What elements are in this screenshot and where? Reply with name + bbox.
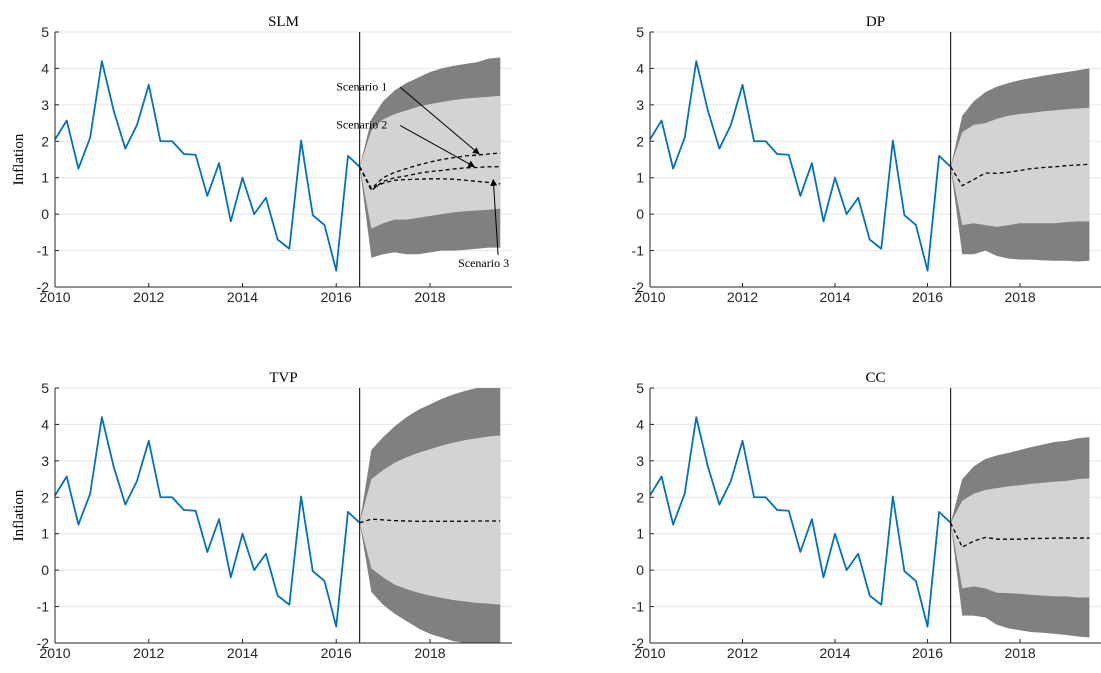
scenario-annotation-label: Scenario 3	[458, 256, 509, 270]
inflation-history-line	[650, 60, 952, 272]
y-tick-label: 3	[636, 97, 644, 113]
y-tick-label: -1	[632, 599, 645, 615]
y-tick-label: 1	[41, 170, 49, 186]
median-forecast-line-1	[950, 522, 1090, 549]
scenario-annotation-arrow	[490, 178, 499, 255]
x-tick-label: 2010	[634, 289, 665, 305]
y-tick-label: 3	[41, 97, 49, 113]
plot-area	[650, 60, 1090, 272]
scenario-annotation-label: Scenario 2	[336, 118, 387, 132]
scenario-annotation-label: Scenario 1	[336, 79, 387, 93]
x-tick-label: 2016	[912, 645, 943, 661]
x-tick-label: 2010	[39, 289, 70, 305]
x-tick-label: 2018	[414, 645, 445, 661]
x-tick-label: 2014	[819, 645, 850, 661]
x-tick-label: 2016	[321, 645, 352, 661]
plot-area	[650, 416, 1090, 638]
x-tick-label: 2012	[133, 645, 164, 661]
chart-title: DP	[866, 14, 885, 30]
inflation-history-line	[55, 416, 361, 628]
x-tick-label: 2012	[727, 645, 758, 661]
y-tick-label: 2	[636, 133, 644, 149]
y-tick-label: -2	[37, 635, 50, 651]
fan-band-inner	[359, 95, 501, 229]
y-tick-label: 0	[41, 206, 49, 222]
y-tick-label: 5	[41, 380, 49, 396]
median-forecast-line-1	[359, 518, 501, 524]
y-tick-label: 2	[636, 489, 644, 505]
chart-title: TVP	[269, 370, 297, 386]
y-axis-label: Inflation	[11, 133, 27, 185]
y-tick-label: -1	[37, 599, 50, 615]
x-tick-label: 2012	[133, 289, 164, 305]
x-tick-label: 2014	[227, 289, 258, 305]
y-tick-label: 4	[636, 60, 644, 76]
x-tick-label: 2018	[1004, 645, 1035, 661]
y-tick-label: -2	[632, 279, 645, 295]
fan-band-inner	[359, 435, 501, 605]
x-tick-label: 2014	[819, 289, 850, 305]
median-forecast-line-2	[359, 166, 501, 192]
median-forecast-line-3	[359, 166, 501, 190]
y-tick-label: 2	[41, 489, 49, 505]
y-tick-label: -1	[632, 243, 645, 259]
y-tick-label: 4	[41, 60, 49, 76]
inflation-history-line	[55, 60, 361, 272]
y-tick-label: 1	[41, 526, 49, 542]
x-tick-label: 2012	[727, 289, 758, 305]
chart-title: CC	[865, 370, 885, 386]
y-tick-label: 4	[636, 416, 644, 432]
fan-band-inner	[950, 478, 1090, 598]
y-tick-label: 5	[41, 24, 49, 40]
x-tick-label: 2010	[39, 645, 70, 661]
plot-area	[55, 57, 501, 272]
y-tick-label: -2	[37, 279, 50, 295]
x-tick-label: 2018	[414, 289, 445, 305]
y-tick-label: 3	[41, 453, 49, 469]
scenario-annotation-arrow	[399, 86, 480, 155]
y-tick-label: -1	[37, 243, 50, 259]
plot-area	[55, 388, 501, 643]
y-tick-label: 1	[636, 170, 644, 186]
y-tick-label: 5	[636, 24, 644, 40]
x-tick-label: 2010	[634, 645, 665, 661]
y-tick-label: 5	[636, 380, 644, 396]
scenario-annotation-arrow	[399, 125, 476, 168]
inflation-history-line	[650, 416, 952, 628]
y-axis-label: Inflation	[11, 489, 27, 541]
y-tick-label: 4	[41, 416, 49, 432]
y-tick-label: 1	[636, 526, 644, 542]
y-tick-label: 3	[636, 453, 644, 469]
y-tick-label: -2	[632, 635, 645, 651]
x-tick-label: 2016	[912, 289, 943, 305]
chart-title: SLM	[268, 14, 299, 30]
x-tick-label: 2014	[227, 645, 258, 661]
y-tick-label: 0	[636, 562, 644, 578]
y-tick-label: 2	[41, 133, 49, 149]
y-tick-label: 0	[41, 562, 49, 578]
fan-band-inner	[950, 107, 1090, 227]
y-tick-label: 0	[636, 206, 644, 222]
x-tick-label: 2018	[1004, 289, 1035, 305]
x-tick-label: 2016	[321, 289, 352, 305]
median-forecast-line-1	[950, 163, 1090, 187]
